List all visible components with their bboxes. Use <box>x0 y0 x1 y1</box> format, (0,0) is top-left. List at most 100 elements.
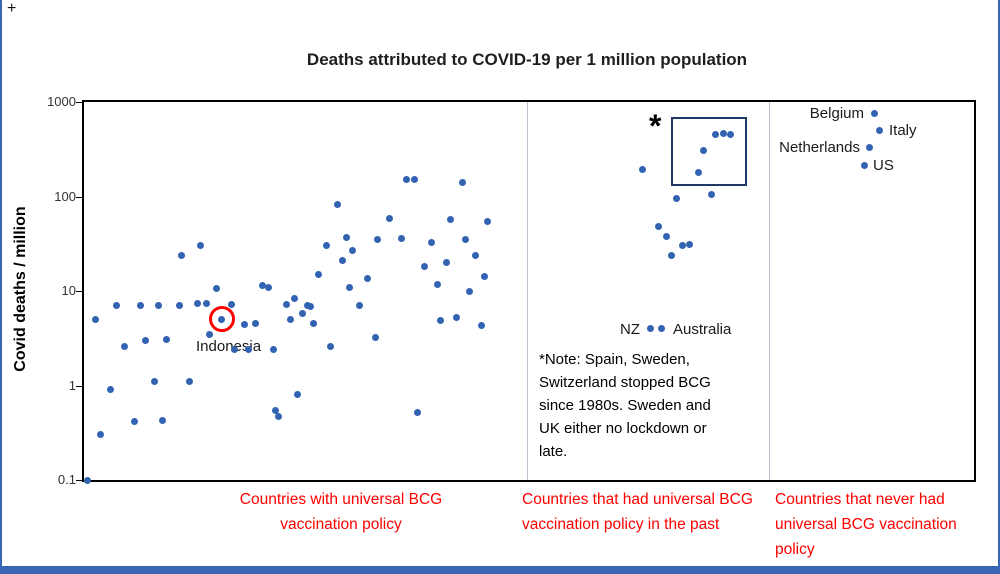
y-tick-mark <box>76 102 82 103</box>
data-point <box>478 322 486 330</box>
data-point <box>712 131 720 139</box>
data-point <box>876 126 884 134</box>
data-point <box>861 161 869 169</box>
plot-area: Indonesia NZ Australia * *Note: Spain, S… <box>82 100 976 484</box>
data-point <box>707 190 715 198</box>
section-label-universal-bcg: Countries with universal BCG vaccination… <box>239 491 443 533</box>
data-point <box>92 315 100 323</box>
data-point <box>364 275 372 283</box>
data-point <box>258 281 266 289</box>
section-divider-line <box>527 102 529 480</box>
data-point <box>699 146 707 154</box>
data-point <box>322 242 330 250</box>
data-point <box>113 302 121 310</box>
data-point <box>414 408 422 416</box>
data-point <box>163 335 171 343</box>
chart-title: Deaths attributed to COVID-19 per 1 mill… <box>306 50 748 69</box>
data-point <box>141 336 149 344</box>
netherlands-label: Netherlands <box>779 139 860 156</box>
data-point <box>655 223 663 231</box>
data-point <box>294 391 302 399</box>
data-point <box>662 232 670 240</box>
data-point <box>472 251 480 259</box>
data-point <box>327 342 335 350</box>
y-tick-mark <box>76 385 82 387</box>
y-tick-mark <box>76 196 82 198</box>
data-point <box>264 284 272 292</box>
data-point <box>291 294 299 302</box>
data-point <box>343 233 351 241</box>
indonesia-circle-marker <box>209 306 235 332</box>
data-point <box>228 300 236 308</box>
data-point <box>437 316 445 324</box>
data-point <box>345 283 353 291</box>
data-point <box>286 315 294 323</box>
data-point <box>410 176 418 184</box>
us-label: US <box>873 157 894 174</box>
y-tick-label: 100 <box>54 188 76 204</box>
data-point <box>186 378 194 386</box>
data-point <box>338 257 346 265</box>
data-point <box>97 431 105 439</box>
data-point <box>175 302 183 310</box>
data-point <box>203 299 211 307</box>
data-point <box>667 251 675 259</box>
data-point <box>658 325 666 333</box>
data-point <box>349 246 357 254</box>
data-point <box>307 303 315 311</box>
data-point <box>427 238 435 246</box>
data-point <box>647 325 655 333</box>
data-point <box>398 234 406 242</box>
section-divider-line <box>769 102 771 480</box>
data-point <box>275 412 283 420</box>
data-point <box>315 270 323 278</box>
italy-label: Italy <box>889 122 917 139</box>
nz-label: NZ <box>620 321 640 338</box>
data-point <box>158 416 166 424</box>
data-point <box>120 342 128 350</box>
y-tick-label: 10 <box>61 283 76 298</box>
data-point <box>421 263 429 271</box>
data-point <box>726 131 734 139</box>
data-point <box>240 321 248 329</box>
data-point <box>230 346 238 354</box>
data-point <box>137 302 145 310</box>
data-point <box>131 417 139 425</box>
data-point <box>442 259 450 267</box>
belgium-label: Belgium <box>809 105 864 122</box>
asterisk-mark: * <box>649 108 662 144</box>
data-point <box>178 251 186 259</box>
data-point <box>402 176 410 184</box>
y-tick-mark <box>76 480 82 481</box>
data-point <box>252 320 260 328</box>
data-point <box>453 313 461 321</box>
note-text: *Note: Spain, Sweden, Switzerland stoppe… <box>539 351 711 460</box>
data-point <box>218 315 226 323</box>
data-point <box>866 144 874 151</box>
data-point <box>720 130 728 138</box>
y-tick-label: 1 <box>68 377 76 393</box>
data-point <box>371 334 379 342</box>
data-point <box>385 215 393 223</box>
crosshair-mark: + <box>7 0 17 17</box>
data-point <box>685 241 693 249</box>
data-point <box>283 300 291 308</box>
data-point <box>673 195 681 203</box>
section-label-past-bcg: Countries that had universal BCG vaccina… <box>522 491 753 533</box>
data-point <box>213 285 221 293</box>
data-point <box>310 320 318 328</box>
data-point <box>84 476 92 484</box>
indonesia-label: Indonesia <box>196 338 262 355</box>
y-tick-label: 1000 <box>47 94 76 109</box>
australia-label: Australia <box>673 321 732 338</box>
y-tick-label: 0.1 <box>57 472 76 487</box>
data-point <box>356 302 364 310</box>
bcg-stopped-box <box>671 117 747 186</box>
data-point <box>433 281 441 289</box>
data-point <box>150 378 158 386</box>
data-point <box>334 201 342 209</box>
data-point <box>303 302 311 310</box>
data-point <box>374 236 382 244</box>
section-label-never-bcg: Countries that never had universal BCG v… <box>775 491 957 558</box>
